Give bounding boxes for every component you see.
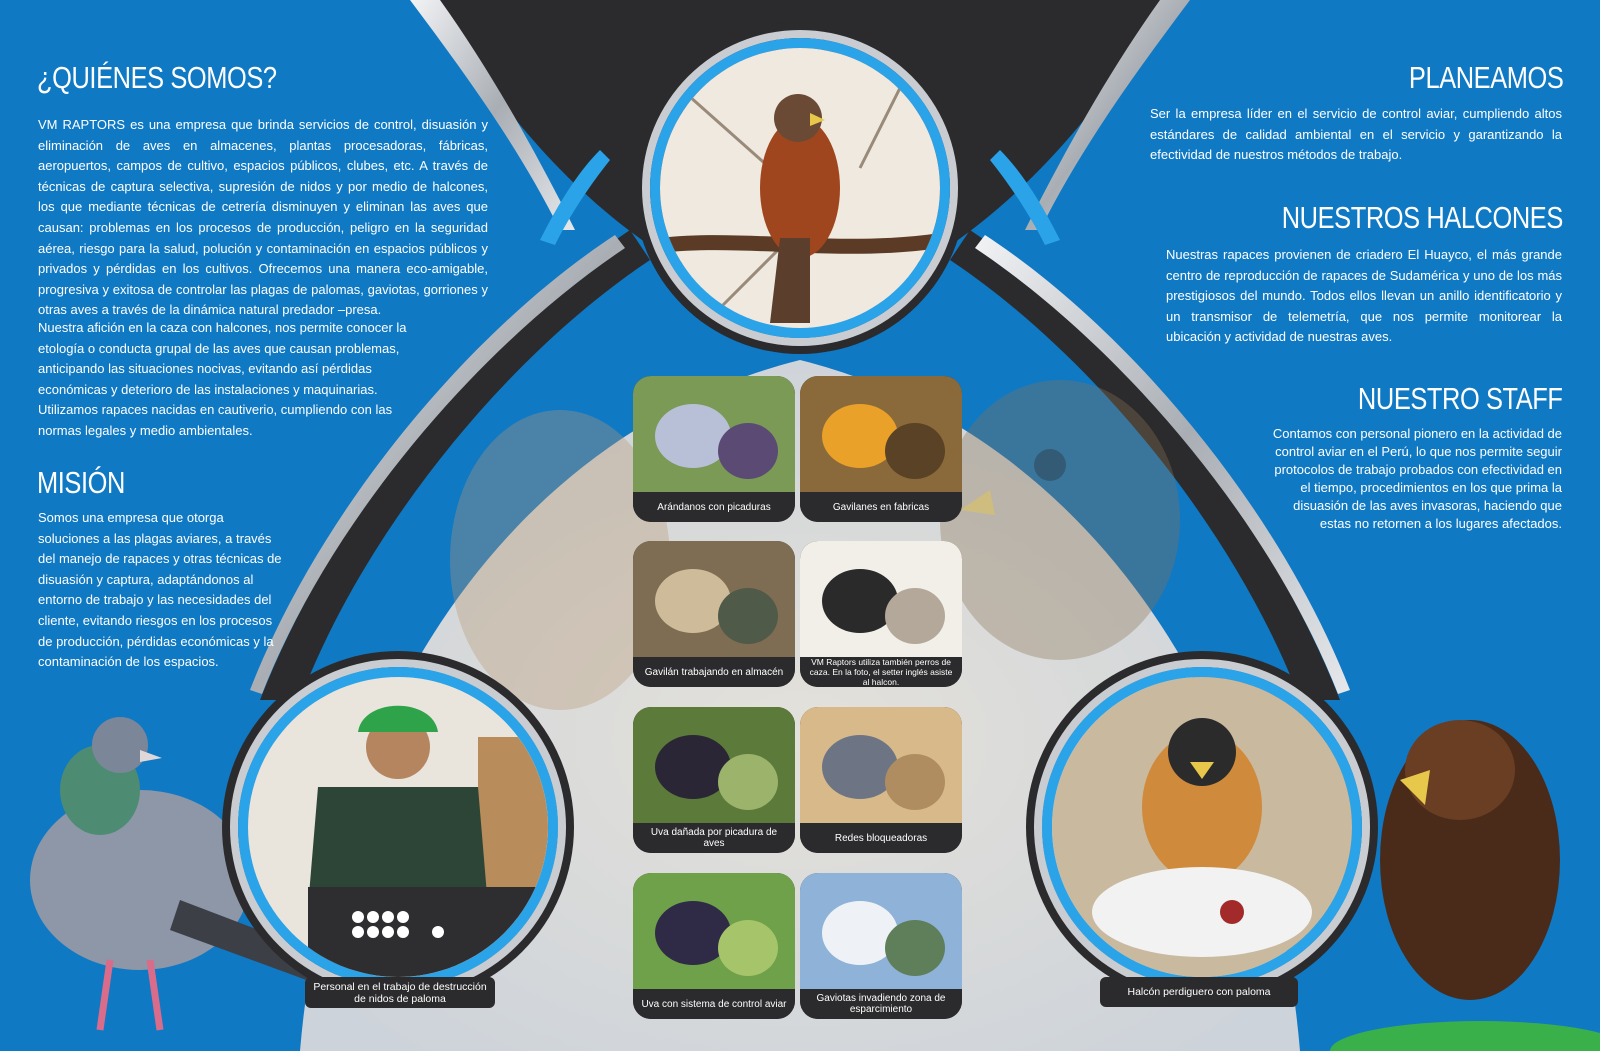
nets-photo (800, 707, 962, 827)
photo-tile-caption: VM Raptors utiliza también perros de caz… (800, 657, 962, 687)
photo-tile-caption: Uva dañada por picadura de aves (633, 823, 795, 853)
falcon-photo-caption: Halcón perdiguero con paloma (1100, 977, 1298, 1007)
staff-photo-caption: Personal en el trabajo de destrucción de… (305, 977, 495, 1008)
photo-tile: VM Raptors utiliza también perros de caz… (800, 541, 962, 687)
kestrel-photo (650, 38, 950, 338)
kestrel-icon (660, 48, 940, 328)
staff-paragraph: Contamos con personal pionero en la acti… (1272, 426, 1562, 531)
photo-tile-caption: Redes bloqueadoras (800, 823, 962, 853)
halcones-heading: NUESTROS HALCONES (1281, 200, 1564, 235)
photo-tile-caption: Gaviotas invadiendo zona de esparcimient… (800, 989, 962, 1019)
photo-tile-caption: Arándanos con picaduras (633, 492, 795, 522)
halcones-paragraph: Nuestras rapaces provienen de criadero E… (1166, 247, 1562, 345)
who-heading: ¿QUIÉNES SOMOS? (37, 60, 277, 95)
photo-tile: Uva dañada por picadura de aves (633, 707, 795, 853)
who-paragraph-1: VM RAPTORS es una empresa que brinda ser… (38, 117, 488, 318)
who-paragraph-2: Nuestra afición en la caza con halcones,… (38, 320, 407, 438)
staff-heading: NUESTRO STAFF (1358, 381, 1563, 416)
setter-dog-photo (800, 541, 962, 661)
mision-paragraph: Somos una empresa que otorga soluciones … (38, 510, 282, 670)
photo-tile-caption: Gavilanes en fabricas (800, 492, 962, 522)
worker-icon (248, 677, 548, 977)
planeamos-heading: PLANEAMOS (1408, 60, 1563, 95)
staff-worker-photo (238, 667, 558, 987)
hawks-factory-photo (800, 376, 962, 496)
photo-tile: Gavilanes en fabricas (800, 376, 962, 522)
gulls-photo (800, 873, 962, 993)
pigeon-illustration (30, 717, 350, 1031)
mision-heading: MISIÓN (37, 465, 125, 500)
grapes-photo (633, 873, 795, 993)
planeamos-paragraph: Ser la empresa líder en el servicio de c… (1150, 106, 1562, 163)
falcon-with-pigeon-photo (1042, 667, 1362, 987)
warehouse-photo (633, 541, 795, 661)
photo-tile: Redes bloqueadoras (800, 707, 962, 853)
blueberries-photo (633, 376, 795, 496)
photo-tile: Gaviotas invadiendo zona de esparcimient… (800, 873, 962, 1019)
photo-tile: Gavilán trabajando en almacén (633, 541, 795, 687)
photo-tile: Uva con sistema de control aviar (633, 873, 795, 1019)
photo-tile-caption: Uva con sistema de control aviar (633, 989, 795, 1019)
photo-tile-caption: Gavilán trabajando en almacén (633, 657, 795, 687)
hawk-illustration (1330, 720, 1600, 1051)
damaged-grapes-photo (633, 707, 795, 827)
falcon-icon (1052, 677, 1352, 977)
photo-tile: Arándanos con picaduras (633, 376, 795, 522)
